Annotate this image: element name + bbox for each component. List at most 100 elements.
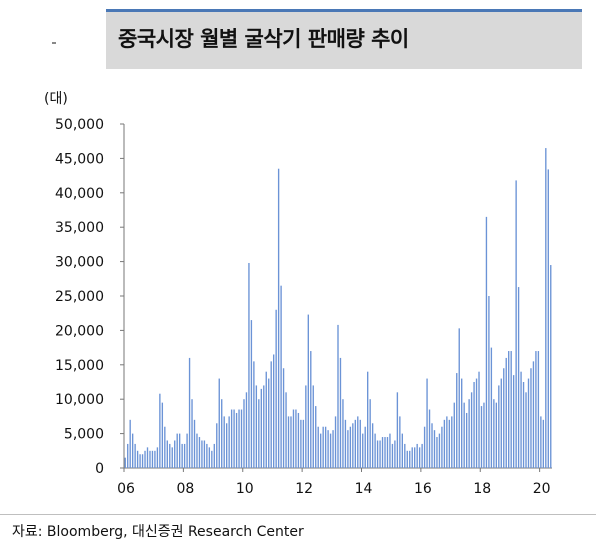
bar bbox=[522, 382, 525, 468]
bar bbox=[255, 385, 258, 468]
bar bbox=[451, 416, 453, 468]
bar bbox=[389, 433, 391, 468]
bar bbox=[394, 440, 396, 468]
bar bbox=[421, 443, 423, 468]
bar bbox=[508, 351, 510, 468]
bar bbox=[359, 419, 361, 468]
bar bbox=[233, 409, 235, 468]
bar bbox=[362, 433, 364, 468]
bar bbox=[443, 419, 446, 468]
bar bbox=[320, 433, 322, 468]
bar bbox=[530, 368, 532, 468]
bar bbox=[159, 393, 161, 468]
bar bbox=[344, 419, 347, 468]
bar bbox=[347, 430, 349, 468]
bar bbox=[218, 378, 220, 468]
x-tick-label: 12 bbox=[295, 481, 313, 497]
title-bar: 중국시장 월별 굴삭기 판매량 추이 bbox=[106, 9, 582, 69]
bar bbox=[273, 354, 275, 468]
bar bbox=[208, 447, 211, 468]
y-tick-label: 35,000 bbox=[55, 220, 104, 236]
divider bbox=[0, 514, 596, 515]
bar bbox=[416, 443, 418, 468]
bar bbox=[127, 443, 129, 468]
y-tick-label: 0 bbox=[95, 461, 104, 477]
bar bbox=[465, 412, 468, 468]
bar bbox=[258, 399, 260, 468]
y-tick-label: 30,000 bbox=[55, 255, 104, 271]
bar bbox=[337, 324, 339, 468]
bar bbox=[312, 385, 314, 468]
bar bbox=[503, 368, 505, 468]
bar bbox=[151, 450, 154, 468]
bar bbox=[510, 351, 512, 468]
bar bbox=[329, 433, 332, 468]
bar bbox=[438, 433, 441, 468]
y-tick-label: 40,000 bbox=[55, 186, 104, 202]
bar bbox=[287, 416, 290, 468]
bar bbox=[475, 378, 478, 468]
bar bbox=[545, 148, 547, 468]
y-axis: 0 5,000 10,000 15,000 20,000 25,000 30,000 35,0… bbox=[55, 117, 125, 477]
bar bbox=[230, 409, 233, 468]
bar bbox=[391, 443, 394, 468]
bar bbox=[223, 416, 225, 468]
bars bbox=[124, 148, 552, 469]
bar bbox=[183, 443, 186, 468]
bar bbox=[399, 416, 401, 468]
bar bbox=[369, 399, 371, 468]
x-tick-label: 14 bbox=[355, 481, 373, 497]
bar bbox=[198, 437, 201, 468]
bar bbox=[386, 437, 389, 468]
bar bbox=[285, 392, 287, 468]
bar bbox=[277, 168, 280, 468]
bar bbox=[193, 419, 196, 468]
bar bbox=[384, 437, 386, 468]
bar bbox=[495, 402, 498, 468]
bar bbox=[295, 409, 297, 468]
bar bbox=[327, 430, 329, 468]
bar bbox=[324, 426, 327, 468]
x-tick-label: 16 bbox=[414, 481, 432, 497]
bar bbox=[129, 419, 131, 468]
bar bbox=[537, 351, 540, 468]
bar bbox=[211, 450, 213, 468]
bar bbox=[292, 409, 295, 468]
bar bbox=[171, 447, 173, 468]
bar bbox=[468, 399, 470, 468]
bar bbox=[478, 371, 480, 468]
bar bbox=[248, 262, 250, 468]
bar bbox=[342, 399, 344, 468]
y-unit-label: (대) bbox=[44, 91, 68, 107]
bar bbox=[520, 371, 522, 468]
bar bbox=[164, 426, 166, 468]
bar bbox=[275, 309, 277, 468]
bar bbox=[515, 180, 517, 469]
bar bbox=[225, 423, 228, 468]
bar bbox=[290, 416, 292, 468]
bar bbox=[352, 423, 354, 468]
bar bbox=[349, 426, 352, 468]
bar bbox=[178, 433, 181, 468]
bar bbox=[480, 406, 483, 468]
bar bbox=[542, 419, 545, 468]
bar bbox=[268, 378, 270, 468]
bar bbox=[357, 416, 359, 468]
bar bbox=[517, 287, 520, 468]
y-tick-label: 25,000 bbox=[55, 289, 104, 305]
bar bbox=[418, 447, 421, 468]
bar bbox=[176, 433, 178, 468]
bar bbox=[446, 416, 448, 468]
bar bbox=[332, 430, 334, 468]
bar bbox=[354, 419, 356, 468]
bar bbox=[201, 440, 203, 468]
bar bbox=[411, 447, 413, 468]
bar bbox=[483, 402, 485, 468]
bar bbox=[221, 399, 223, 468]
bar bbox=[166, 440, 168, 468]
bar bbox=[302, 419, 305, 468]
bar bbox=[409, 450, 411, 468]
bar bbox=[371, 423, 374, 468]
y-tick-label: 5,000 bbox=[64, 427, 104, 443]
bar bbox=[423, 426, 426, 468]
